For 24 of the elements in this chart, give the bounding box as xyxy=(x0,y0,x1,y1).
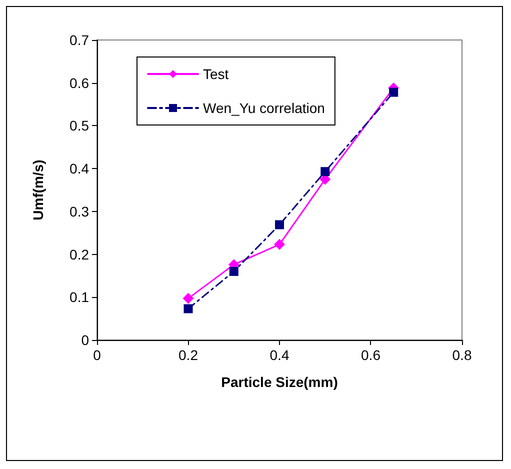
point xyxy=(229,266,238,276)
x-axis-title: Particle Size(mm) xyxy=(221,374,338,390)
x-tick-label: 0.2 xyxy=(178,347,198,363)
x-tick-label: 0.4 xyxy=(270,347,290,363)
y-tick-label: 0 xyxy=(81,332,90,348)
y-tick-label: 0.7 xyxy=(70,32,90,48)
y-axis-title: Umf(m/s) xyxy=(30,160,46,220)
point xyxy=(182,292,194,304)
y-tick-label: 0.6 xyxy=(70,74,90,91)
point xyxy=(389,88,398,97)
x-tick-label: 0.8 xyxy=(452,347,472,363)
y-tick-label: 0.5 xyxy=(70,118,90,134)
y-tick-label: 0.3 xyxy=(70,203,90,220)
y-tick-label: 0.4 xyxy=(70,160,90,177)
legend-label: Test xyxy=(203,66,229,82)
x-tick-label: 0.6 xyxy=(361,347,381,363)
legend-label: Wen_Yu correlation xyxy=(203,100,325,116)
point xyxy=(274,238,285,250)
x-tick-label: 0 xyxy=(93,347,102,363)
y-tick-label: 0.2 xyxy=(70,246,90,262)
point xyxy=(320,167,330,176)
y-tick-label: 0.1 xyxy=(70,289,90,306)
point xyxy=(275,220,284,230)
point xyxy=(184,304,193,314)
